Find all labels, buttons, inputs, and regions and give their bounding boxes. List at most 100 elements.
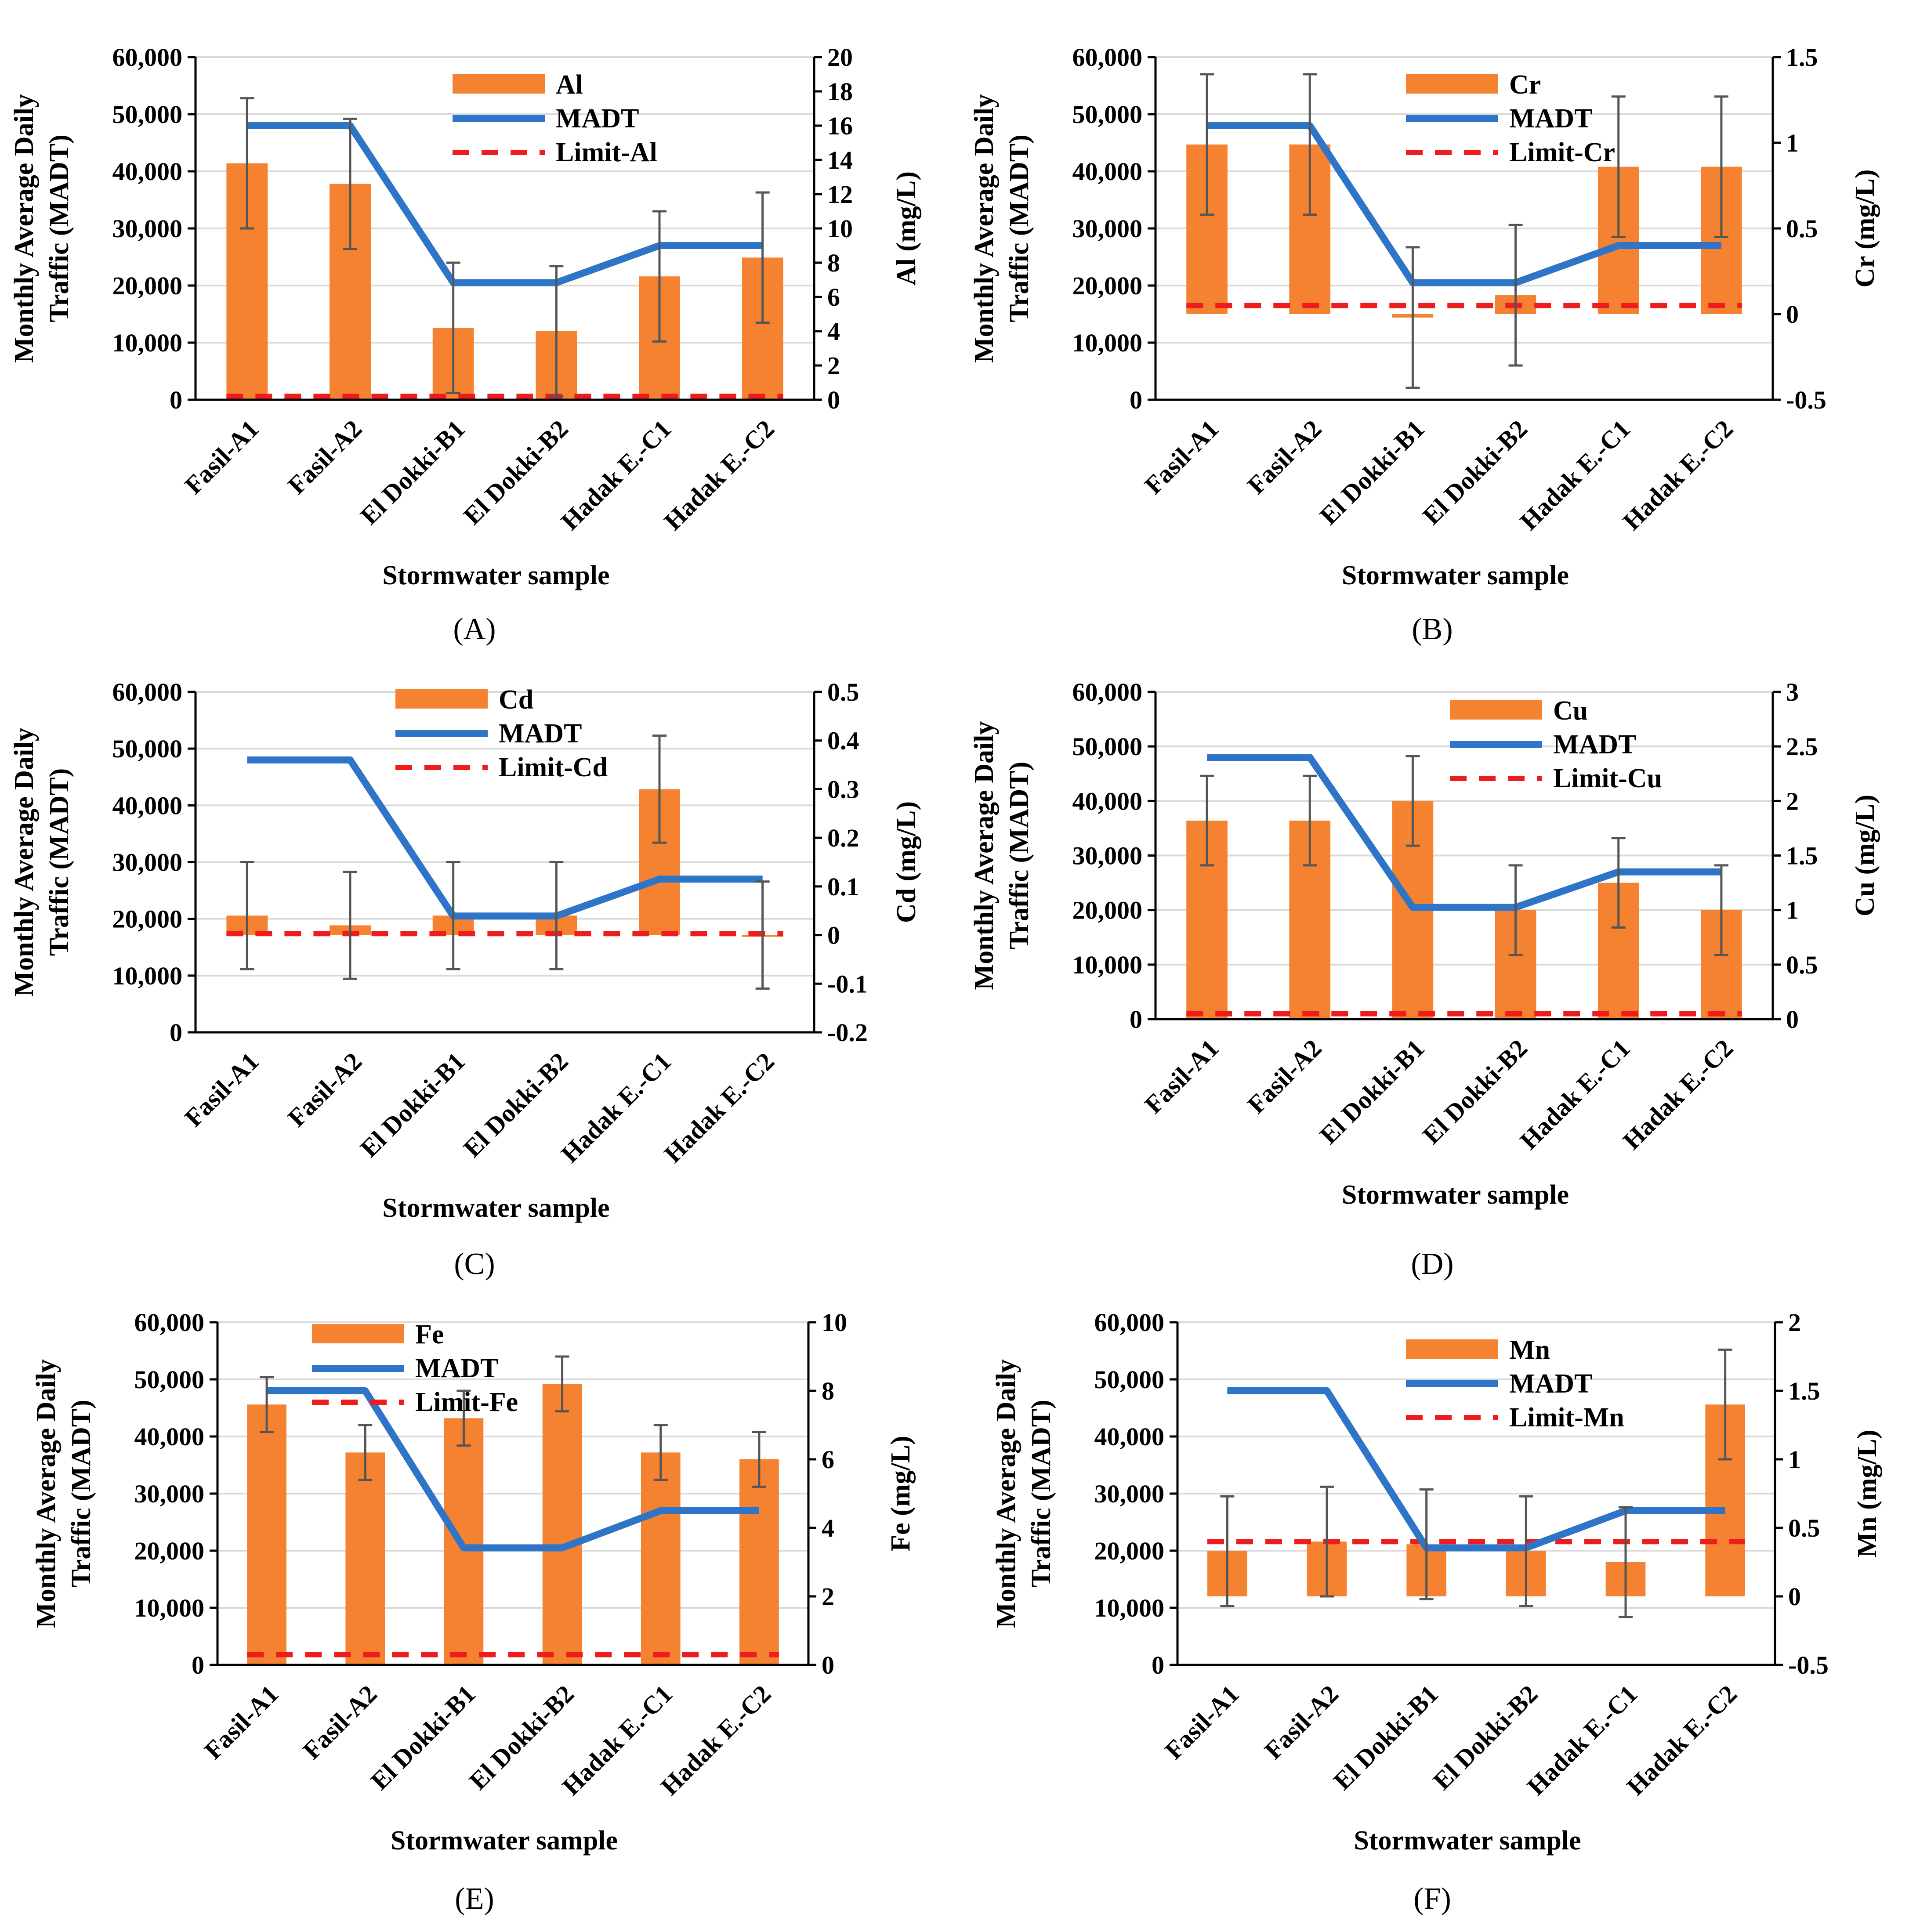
x-category-label: El Dokki-B1: [355, 1047, 471, 1163]
right-tick-label: 12: [827, 180, 853, 209]
right-axis-label: Al (mg/L): [891, 171, 921, 286]
left-axis-label-line2: Traffic (MADT): [66, 1400, 96, 1588]
x-axis-label: Stormwater sample: [391, 1826, 618, 1856]
x-category-label: Hadak E.-C1: [1514, 1034, 1636, 1155]
left-axis-label-line2: Traffic (MADT): [44, 134, 74, 322]
legend-limit-label: Limit-Mn: [1509, 1403, 1624, 1433]
legend: Cd MADT Limit-Cd: [395, 685, 608, 782]
legend-limit-label: Limit-Cd: [499, 753, 608, 782]
x-category-label: El Dokki-B1: [1328, 1679, 1444, 1795]
legend-bar-swatch: [395, 689, 488, 709]
left-tick-label: 0: [170, 386, 182, 414]
x-category-label: Fasil-A1: [199, 1679, 284, 1765]
right-tick-label: 0.5: [1786, 214, 1818, 243]
right-tick-label: 1: [1786, 129, 1799, 157]
left-tick-label: 20,000: [1072, 896, 1143, 925]
bar-fe: [345, 1452, 385, 1665]
right-axis-label: Fe (mg/L): [886, 1436, 916, 1551]
right-tick-label: 0.3: [827, 775, 859, 803]
right-tick-label: 0: [1786, 300, 1799, 329]
left-tick-label: 0: [1130, 1005, 1142, 1034]
legend-limit-label: Limit-Al: [556, 137, 657, 167]
right-tick-label: 20: [827, 43, 853, 72]
left-tick-label: 20,000: [1072, 271, 1143, 300]
right-tick-label: 10: [827, 214, 853, 243]
x-axis-label: Stormwater sample: [1342, 1180, 1569, 1210]
left-tick-label: 30,000: [1072, 214, 1143, 243]
chart-panel-cr: 0 10,000 20,000 30,000 40,000 50,000 60,000 -0.…: [969, 43, 1880, 646]
left-tick-label: 20,000: [112, 905, 183, 933]
legend-limit-label: Limit-Fe: [415, 1387, 518, 1417]
right-tick-label: 6: [822, 1445, 834, 1474]
madt-line: [1227, 1387, 1725, 1552]
right-tick-label: 2: [1788, 1308, 1801, 1337]
left-axis-label-line1: Monthly Average Daily: [991, 1359, 1021, 1628]
madt-line: [247, 756, 763, 920]
left-tick-label: 60,000: [112, 43, 183, 72]
x-category-label: El Dokki-B1: [355, 414, 471, 530]
x-category-label: Hadak E.-C2: [1617, 1034, 1739, 1155]
right-axis-label: Mn (mg/L): [1852, 1429, 1882, 1557]
right-tick-label: 0: [827, 386, 840, 414]
left-tick-label: 20,000: [134, 1537, 205, 1565]
right-tick-label: 0.5: [1788, 1514, 1820, 1542]
right-tick-label: 0.5: [827, 678, 859, 706]
x-category-label: Hadak E.-C2: [659, 414, 780, 535]
left-tick-label: 0: [1152, 1651, 1164, 1679]
x-category-label: Fasil-A2: [297, 1679, 382, 1765]
right-axis-label: Cu (mg/L): [1850, 795, 1880, 916]
left-tick-label: 40,000: [1094, 1422, 1165, 1451]
left-axis-label-line1: Monthly Average Daily: [9, 728, 39, 997]
left-tick-label: 50,000: [112, 734, 183, 763]
x-category-label: El Dokki-B1: [365, 1679, 481, 1795]
left-tick-label: 60,000: [1072, 678, 1143, 706]
panel-label: (D): [1411, 1247, 1453, 1281]
right-tick-label: 2.5: [1786, 732, 1818, 761]
legend-bar-swatch: [1406, 74, 1498, 94]
right-tick-label: 3: [1786, 678, 1799, 706]
madt-line: [1207, 122, 1721, 286]
left-tick-label: 50,000: [1094, 1365, 1165, 1394]
x-category-label: El Dokki-B2: [458, 414, 574, 530]
x-category-label: Fasil-A1: [1139, 414, 1224, 499]
left-tick-label: 30,000: [112, 848, 183, 877]
right-tick-label: 16: [827, 112, 853, 140]
x-category-label: El Dokki-B2: [458, 1047, 574, 1163]
left-tick-label: 0: [1130, 386, 1142, 414]
legend-bar-label: Fe: [415, 1320, 444, 1350]
right-tick-label: -0.5: [1786, 386, 1826, 414]
legend-madt-label: MADT: [1553, 730, 1636, 760]
legend-bar-label: Cd: [499, 685, 533, 715]
left-tick-label: 10,000: [1072, 329, 1143, 357]
legend-bar-swatch: [1406, 1339, 1498, 1359]
right-tick-label: 4: [822, 1514, 834, 1542]
left-tick-label: 20,000: [112, 271, 183, 300]
madt-line: [267, 1387, 759, 1552]
right-tick-label: 1.5: [1786, 43, 1818, 72]
left-tick-label: 50,000: [134, 1365, 205, 1394]
x-axis-label: Stormwater sample: [382, 561, 609, 590]
left-tick-label: 10,000: [1094, 1594, 1165, 1622]
left-axis-label-line2: Traffic (MADT): [44, 768, 74, 956]
left-axis-label-line1: Monthly Average Daily: [969, 721, 999, 990]
left-tick-label: 0: [192, 1651, 204, 1679]
left-axis-label-line2: Traffic (MADT): [1004, 134, 1034, 322]
left-tick-label: 60,000: [134, 1308, 205, 1337]
right-tick-label: 2: [1786, 787, 1799, 815]
right-tick-label: 1: [1788, 1445, 1801, 1474]
legend-bar-swatch: [453, 74, 545, 94]
x-category-label: El Dokki-B1: [1314, 414, 1430, 530]
bar-fe: [542, 1384, 582, 1665]
left-tick-label: 30,000: [1094, 1480, 1165, 1508]
x-category-label: Fasil-A2: [282, 414, 367, 499]
x-category-label: Fasil-A2: [282, 1047, 367, 1132]
right-tick-label: -0.1: [827, 970, 868, 998]
chart-panel-mn: 0 10,000 20,000 30,000 40,000 50,000 60,000 -0.…: [991, 1308, 1882, 1916]
left-tick-label: 40,000: [134, 1422, 205, 1451]
left-tick-label: 50,000: [1072, 100, 1143, 129]
right-tick-label: 10: [822, 1308, 847, 1337]
left-tick-label: 40,000: [1072, 157, 1143, 186]
